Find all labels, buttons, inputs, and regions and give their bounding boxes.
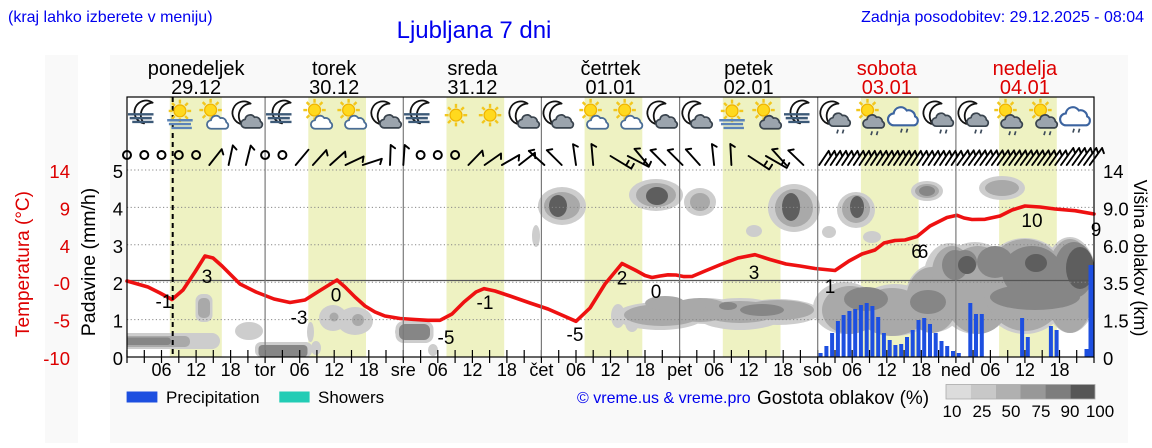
svg-text:18: 18 — [911, 360, 931, 380]
svg-text:9: 9 — [1091, 220, 1102, 241]
svg-text:ponedeljek: ponedeljek — [148, 58, 246, 80]
svg-text:1: 1 — [825, 277, 836, 298]
svg-text:3: 3 — [113, 236, 123, 257]
svg-text:29.12: 29.12 — [171, 77, 221, 99]
svg-text:Precipitation: Precipitation — [166, 388, 260, 407]
svg-text:18: 18 — [773, 360, 793, 380]
svg-text:12: 12 — [1015, 360, 1035, 380]
svg-text:-0: -0 — [54, 273, 70, 294]
svg-text:Ljubljana 7 dni: Ljubljana 7 dni — [397, 17, 552, 44]
svg-text:0: 0 — [331, 286, 342, 307]
svg-text:Padavine (mm/h): Padavine (mm/h) — [78, 188, 100, 336]
svg-text:-10: -10 — [43, 348, 70, 369]
svg-text:petek: petek — [724, 58, 774, 80]
svg-text:sob: sob — [803, 360, 832, 380]
svg-text:75: 75 — [1032, 402, 1051, 421]
svg-text:0: 0 — [651, 282, 662, 303]
svg-text:pet: pet — [667, 360, 692, 380]
svg-text:ned: ned — [941, 360, 971, 380]
svg-text:31.12: 31.12 — [447, 77, 497, 99]
svg-text:4: 4 — [60, 236, 70, 257]
svg-text:10: 10 — [1021, 211, 1042, 232]
svg-text:12: 12 — [462, 360, 482, 380]
svg-text:Gostota oblakov (%): Gostota oblakov (%) — [757, 388, 929, 409]
svg-text:1: 1 — [113, 311, 123, 332]
svg-text:-5: -5 — [567, 325, 584, 346]
svg-text:06: 06 — [290, 360, 310, 380]
svg-text:Višina oblakov (km): Višina oblakov (km) — [1130, 180, 1150, 337]
svg-text:6: 6 — [911, 242, 922, 263]
svg-text:02.01: 02.01 — [724, 77, 774, 99]
svg-text:90: 90 — [1061, 402, 1080, 421]
svg-text:06: 06 — [151, 360, 171, 380]
svg-text:tor: tor — [255, 360, 276, 380]
svg-text:06: 06 — [980, 360, 1000, 380]
svg-text:četrtek: četrtek — [580, 58, 641, 80]
svg-text:nedelja: nedelja — [993, 58, 1058, 80]
svg-text:12: 12 — [186, 360, 206, 380]
svg-text:1.5: 1.5 — [1103, 311, 1129, 332]
svg-text:Temperatura (°C): Temperatura (°C) — [13, 191, 34, 337]
svg-text:12: 12 — [600, 360, 620, 380]
svg-text:sreda: sreda — [447, 58, 498, 80]
svg-text:torek: torek — [312, 58, 357, 80]
svg-text:100: 100 — [1086, 402, 1114, 421]
svg-text:Zadnja posodobitev: 29.12.2025: Zadnja posodobitev: 29.12.2025 - 08:04 — [861, 9, 1144, 26]
svg-text:9: 9 — [60, 198, 70, 219]
svg-text:25: 25 — [973, 402, 992, 421]
svg-text:Showers: Showers — [318, 388, 384, 407]
svg-text:06: 06 — [428, 360, 448, 380]
svg-text:30.12: 30.12 — [309, 77, 359, 99]
svg-text:18: 18 — [1049, 360, 1069, 380]
svg-text:-1: -1 — [477, 293, 494, 314]
svg-text:12: 12 — [877, 360, 897, 380]
svg-text:3.5: 3.5 — [1103, 273, 1129, 294]
svg-text:3: 3 — [749, 263, 760, 284]
svg-text:2: 2 — [617, 269, 628, 290]
svg-text:0: 0 — [113, 348, 123, 369]
svg-text:03.01: 03.01 — [862, 77, 912, 99]
svg-text:10: 10 — [943, 402, 962, 421]
svg-text:14: 14 — [49, 161, 70, 182]
svg-text:12: 12 — [324, 360, 344, 380]
svg-text:čet: čet — [529, 360, 553, 380]
svg-text:-1: -1 — [156, 292, 173, 313]
svg-text:-5: -5 — [54, 311, 70, 332]
svg-text:4: 4 — [113, 198, 123, 219]
svg-text:sobota: sobota — [857, 58, 918, 80]
svg-text:18: 18 — [221, 360, 241, 380]
svg-text:3: 3 — [202, 267, 213, 288]
svg-text:6.0: 6.0 — [1103, 236, 1129, 257]
svg-text:6: 6 — [918, 242, 929, 263]
svg-text:sre: sre — [391, 360, 416, 380]
svg-text:18: 18 — [359, 360, 379, 380]
svg-text:50: 50 — [1002, 402, 1021, 421]
svg-text:2: 2 — [113, 273, 123, 294]
svg-text:(kraj lahko izberete v meniju): (kraj lahko izberete v meniju) — [8, 9, 213, 26]
svg-text:04.01: 04.01 — [1000, 77, 1050, 99]
svg-text:18: 18 — [497, 360, 517, 380]
svg-text:9.0: 9.0 — [1103, 198, 1129, 219]
svg-text:-5: -5 — [438, 328, 455, 349]
svg-text:-3: -3 — [291, 308, 308, 329]
svg-text:© vreme.us & vreme.pro: © vreme.us & vreme.pro — [577, 390, 751, 407]
svg-text:06: 06 — [704, 360, 724, 380]
svg-text:14: 14 — [1103, 161, 1124, 182]
svg-text:5: 5 — [113, 161, 123, 182]
svg-text:06: 06 — [842, 360, 862, 380]
svg-text:18: 18 — [635, 360, 655, 380]
svg-text:0: 0 — [1103, 348, 1113, 369]
svg-text:12: 12 — [739, 360, 759, 380]
svg-text:06: 06 — [566, 360, 586, 380]
svg-text:01.01: 01.01 — [585, 77, 635, 99]
